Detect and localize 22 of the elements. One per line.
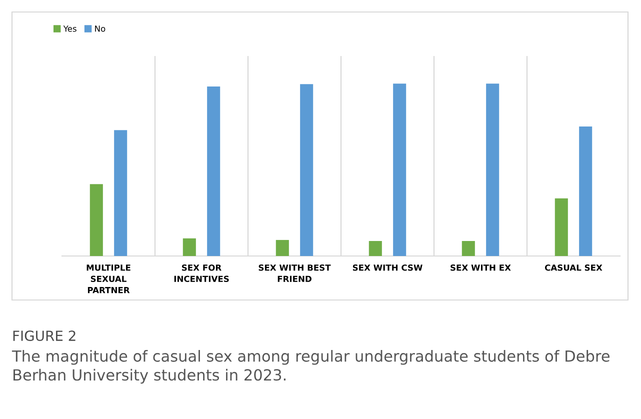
bar [207, 86, 220, 256]
bar [486, 84, 500, 256]
text: The magnitude of casual sex among regular undergraduate students of Debre Berhan University students in 2023. [12, 350, 610, 384]
x-tick-label: CASUAL SEX [544, 264, 602, 271]
bar [462, 241, 475, 256]
x-tick-label: SEX WITH EX [450, 264, 511, 271]
x-tick-label: SEX WITH BEST FRIEND [258, 264, 331, 282]
caption: FIGURE 2 [13, 330, 76, 342]
bar [90, 184, 103, 256]
bar [368, 241, 382, 256]
bar [393, 84, 406, 256]
bar [114, 130, 128, 256]
bar [300, 84, 314, 256]
legend-label: Yes [63, 26, 76, 32]
x-tick-label: MULTIPLE SEXUAL PARTNER [86, 264, 130, 294]
x-tick-label: SEX FOR INCENTIVES [174, 264, 229, 282]
x-tick-label: SEX WITH CSW [352, 264, 422, 271]
bar [182, 238, 196, 256]
legend-label: No [95, 26, 106, 32]
bar [554, 198, 568, 256]
bar [276, 240, 289, 256]
bar [579, 126, 592, 256]
